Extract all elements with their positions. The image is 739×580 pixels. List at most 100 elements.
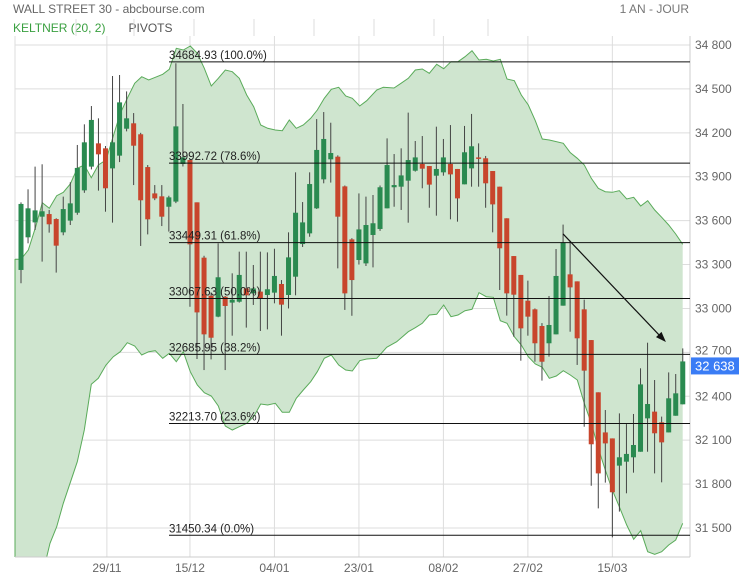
- fib-level-label: 31450.34 (0.0%): [169, 523, 254, 535]
- candle: [532, 308, 538, 362]
- candle: [602, 410, 608, 483]
- candle-body: [525, 300, 531, 317]
- candle: [53, 218, 59, 273]
- candle-body: [462, 152, 468, 185]
- candle: [623, 424, 629, 494]
- y-tick-label: 34 500: [695, 82, 732, 96]
- candle: [398, 148, 404, 210]
- candle-body: [67, 203, 73, 221]
- candle: [356, 193, 362, 265]
- candle-body: [532, 309, 538, 344]
- candle: [574, 281, 580, 365]
- candle: [180, 103, 186, 167]
- candle-body: [405, 160, 411, 181]
- candle-body: [46, 214, 52, 225]
- candle-body: [74, 167, 80, 213]
- candle: [525, 280, 531, 336]
- candle: [243, 251, 249, 328]
- candle-body: [110, 142, 116, 169]
- candle-body: [314, 149, 320, 209]
- candle-body: [581, 309, 587, 371]
- candle-body: [271, 275, 277, 293]
- candle: [215, 243, 221, 318]
- candle: [39, 164, 45, 262]
- y-tick-label: 32 400: [695, 389, 732, 403]
- candle: [201, 255, 207, 371]
- candle-body: [102, 148, 108, 189]
- fib-level-label: 33067.63 (50.0%): [169, 287, 261, 299]
- candle-body: [630, 445, 636, 458]
- fib-level-label: 33992.72 (78.6%): [169, 151, 261, 163]
- candle-body: [88, 119, 94, 167]
- candle: [173, 63, 179, 204]
- candle-body: [328, 153, 334, 160]
- candle: [314, 119, 320, 209]
- candle-body: [356, 229, 362, 261]
- candle: [659, 416, 665, 483]
- candle-body: [384, 165, 390, 209]
- candle: [483, 155, 489, 208]
- candle-body: [574, 281, 580, 339]
- candle-body: [335, 156, 341, 217]
- candle-body: [145, 167, 151, 220]
- keltner-band-fill: [15, 46, 683, 557]
- candle: [363, 196, 369, 267]
- candle: [152, 185, 158, 201]
- candle-body: [180, 157, 186, 164]
- candle: [412, 141, 418, 172]
- candle-body: [673, 393, 679, 416]
- candle: [307, 172, 313, 237]
- tab-keltner[interactable]: KELTNER (20, 2): [13, 21, 106, 35]
- candle: [490, 171, 496, 233]
- chart-title: WALL STREET 30 - abcbourse.com: [13, 2, 205, 16]
- candle-body: [229, 299, 235, 303]
- fib-level-label: 32213.70 (23.6%): [169, 412, 261, 424]
- candle-body: [652, 411, 658, 434]
- candle-body: [243, 288, 249, 296]
- candle: [546, 296, 552, 357]
- candle: [419, 136, 425, 189]
- candle: [46, 209, 52, 233]
- candle: [539, 323, 545, 381]
- candle: [680, 348, 686, 405]
- y-tick-label: 31 500: [695, 521, 732, 535]
- candle-body: [377, 187, 383, 229]
- candle: [110, 76, 116, 223]
- candle-body: [286, 257, 292, 295]
- x-tick-label: 15/03: [597, 561, 627, 575]
- trend-arrow-line: [562, 233, 664, 340]
- candle: [293, 172, 299, 296]
- candle-body: [124, 118, 130, 129]
- candle: [257, 251, 263, 331]
- candle-body: [539, 326, 545, 362]
- candle-body: [39, 211, 45, 217]
- candle: [187, 159, 193, 307]
- candle-body: [342, 186, 348, 294]
- candle-body: [300, 222, 306, 245]
- trend-arrow-head: [656, 331, 666, 342]
- y-tick-label: 34 200: [695, 126, 732, 140]
- candle-body: [187, 160, 193, 245]
- candle: [645, 342, 651, 452]
- candle: [278, 280, 284, 336]
- tab-pivots[interactable]: PIVOTS: [128, 21, 173, 35]
- candle: [67, 182, 73, 226]
- candle-body: [173, 126, 179, 202]
- candle-body: [483, 158, 489, 184]
- candle: [124, 91, 130, 132]
- candle-body: [250, 288, 256, 294]
- candle: [236, 251, 242, 303]
- candle: [102, 145, 108, 212]
- candle: [595, 392, 601, 509]
- candle: [328, 122, 334, 183]
- candle-body: [18, 203, 24, 270]
- candle: [652, 380, 658, 474]
- y-tick-label: 33 000: [695, 301, 732, 315]
- candle-body: [454, 168, 460, 199]
- candle: [567, 240, 573, 332]
- candle-body: [511, 256, 517, 295]
- candle: [95, 118, 101, 191]
- period-selector[interactable]: 1 AN - JOUR: [619, 2, 689, 16]
- candle: [74, 144, 80, 215]
- candle: [286, 232, 292, 309]
